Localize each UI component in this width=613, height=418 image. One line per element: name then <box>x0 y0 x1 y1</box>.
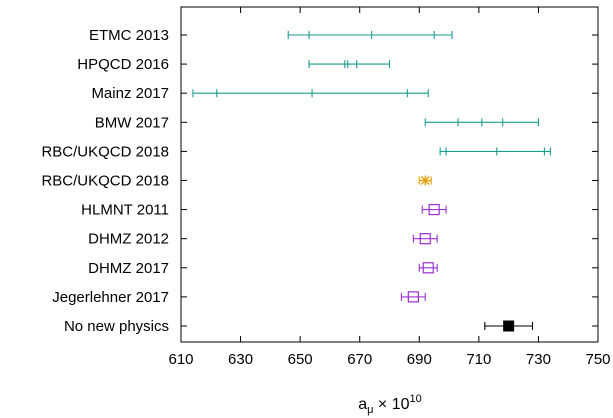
row-label: Mainz 2017 <box>91 85 169 102</box>
row-label: RBC/UKQCD 2018 <box>41 173 169 190</box>
row-label: HLMNT 2011 <box>81 202 169 219</box>
x-tick-label: 630 <box>228 351 253 368</box>
row-label: DHMZ 2012 <box>88 231 169 248</box>
star-marker <box>420 176 430 185</box>
x-axis: 610 630 650 670 690 710 730 750 <box>168 7 611 368</box>
y-axis: ETMC 2013 HPQCD 2016 Mainz 2017 BMW 2017 RBC… <box>41 27 598 335</box>
row-label: Jegerlehner 2017 <box>52 289 169 306</box>
x-axis-label: aμ × 1010 <box>358 393 422 416</box>
row-label: ETMC 2013 <box>89 27 169 44</box>
row-label: DHMZ 2017 <box>88 260 169 277</box>
row-label: RBC/UKQCD 2018 <box>41 143 169 160</box>
x-tick-label: 730 <box>526 351 551 368</box>
x-tick-label: 670 <box>347 351 372 368</box>
x-tick-label: 650 <box>288 351 313 368</box>
plot-frame <box>180 6 599 343</box>
x-tick-label: 750 <box>585 351 610 368</box>
row-label: BMW 2017 <box>95 114 169 131</box>
row-label: No new physics <box>64 318 169 335</box>
x-tick-label: 690 <box>407 351 432 368</box>
x-tick-label: 710 <box>466 351 491 368</box>
filled-square-marker <box>503 320 515 332</box>
x-tick-label: 610 <box>168 351 193 368</box>
data-marks <box>192 31 551 332</box>
row-label: HPQCD 2016 <box>77 56 169 73</box>
